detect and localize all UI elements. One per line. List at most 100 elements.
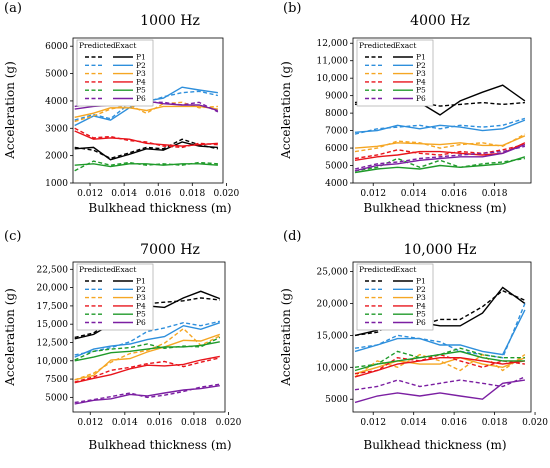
legend-label: P1 bbox=[416, 53, 426, 62]
series-line-p2-exact bbox=[74, 322, 221, 358]
legend-label: P3 bbox=[416, 69, 426, 78]
y-tick-label: 8000 bbox=[325, 109, 348, 119]
y-tick-label: 3000 bbox=[45, 124, 68, 134]
panel-label: (d) bbox=[283, 229, 301, 244]
chart-panel-3: (d) 10,000 Hz Bulkhead thickness (m) Accele… bbox=[279, 229, 548, 452]
y-tick-label: 5000 bbox=[45, 393, 68, 403]
legend-label: P6 bbox=[136, 94, 146, 103]
x-axis-label: Bulkhead thickness (m) bbox=[363, 438, 506, 452]
y-tick-label: 6000 bbox=[45, 42, 68, 52]
series-line-p6-predicted bbox=[74, 383, 220, 404]
series-line-p4-predicted bbox=[354, 143, 526, 160]
series-line-p4-exact bbox=[74, 130, 218, 147]
legend-label: P1 bbox=[136, 53, 146, 62]
x-tick-label: 0.020 bbox=[216, 418, 242, 428]
x-tick-label: 0.012 bbox=[360, 189, 386, 199]
chart-panels: (a) 1000 Hz Bulkhead thickness (m) Accelera… bbox=[3, 1, 548, 452]
chart-title: 1000 Hz bbox=[140, 13, 200, 29]
series-line-p5-exact bbox=[354, 156, 526, 174]
plot-frame bbox=[352, 261, 532, 413]
y-tick-label: 1000 bbox=[45, 179, 68, 189]
x-axis-label: Bulkhead thickness (m) bbox=[88, 201, 231, 215]
legend-box bbox=[356, 263, 434, 331]
legend-label: P3 bbox=[136, 69, 146, 78]
y-tick-label: 15,000 bbox=[317, 331, 349, 341]
y-axis-label: Acceleration (g) bbox=[3, 61, 17, 160]
x-tick-label: 0.016 bbox=[441, 189, 467, 199]
y-tick-label: 4000 bbox=[45, 97, 68, 107]
panel-label: (b) bbox=[283, 1, 301, 16]
y-axis-label: Acceleration (g) bbox=[279, 288, 293, 387]
legend-label: P5 bbox=[136, 86, 146, 95]
panel-label: (c) bbox=[4, 229, 21, 244]
series-line-p3-predicted bbox=[74, 101, 218, 123]
legend-box bbox=[76, 39, 154, 107]
y-tick-label: 2000 bbox=[45, 152, 68, 162]
y-tick-label: 9000 bbox=[325, 92, 348, 102]
legend-header-predicted: Predicted bbox=[359, 41, 396, 50]
series-line-p3-exact bbox=[354, 356, 526, 375]
y-tick-label: 5000 bbox=[325, 162, 348, 172]
series-line-p6-exact bbox=[354, 143, 526, 172]
legend-label: P2 bbox=[416, 285, 426, 294]
series-line-p5-predicted bbox=[74, 160, 218, 172]
y-tick-label: 12,500 bbox=[37, 338, 69, 348]
legend-label: P3 bbox=[416, 293, 426, 302]
legend-label: P4 bbox=[416, 301, 426, 310]
y-axis-label: Acceleration (g) bbox=[3, 288, 17, 387]
x-tick-label: 0.014 bbox=[401, 189, 427, 199]
x-tick-label: 0.018 bbox=[482, 189, 508, 199]
x-tick-label: 0.012 bbox=[77, 418, 103, 428]
legend-label: P6 bbox=[416, 318, 426, 327]
x-tick-label: 0.018 bbox=[179, 189, 205, 199]
y-tick-label: 12,000 bbox=[317, 39, 349, 49]
legend-header-exact: Exact bbox=[395, 265, 416, 274]
x-axis-label: Bulkhead thickness (m) bbox=[88, 438, 231, 452]
series-line-p5-exact bbox=[74, 341, 220, 362]
y-tick-label: 4000 bbox=[325, 179, 348, 189]
legend-label: P5 bbox=[416, 310, 426, 319]
legend-label: P2 bbox=[136, 285, 146, 294]
plot-frame bbox=[72, 261, 226, 413]
legend-label: P6 bbox=[416, 94, 426, 103]
legend-label: P2 bbox=[136, 61, 146, 70]
chart-title: 4000 Hz bbox=[410, 13, 470, 29]
series-line-p5-exact bbox=[74, 163, 218, 168]
plot-frame bbox=[352, 37, 532, 184]
x-tick-label: 0.016 bbox=[441, 418, 467, 428]
x-tick-label: 0.018 bbox=[181, 418, 207, 428]
y-tick-label: 10,000 bbox=[37, 357, 69, 367]
legend-header-exact: Exact bbox=[395, 41, 416, 50]
series-line-p1-predicted bbox=[74, 138, 219, 160]
x-axis-label: Bulkhead thickness (m) bbox=[363, 201, 506, 215]
y-tick-label: 7000 bbox=[325, 127, 348, 137]
y-axis-label: Acceleration (g) bbox=[279, 61, 293, 160]
legend-header-predicted: Predicted bbox=[79, 265, 116, 274]
series-line-p2-predicted bbox=[354, 117, 526, 135]
y-tick-label: 7500 bbox=[45, 375, 68, 385]
x-tick-label: 0.018 bbox=[482, 418, 508, 428]
legend-label: P1 bbox=[136, 277, 146, 286]
legend-label: P4 bbox=[416, 77, 426, 86]
series-line-p2-predicted bbox=[354, 303, 526, 359]
series-line-p6-exact bbox=[74, 385, 220, 405]
series-line-p4-exact bbox=[74, 355, 220, 384]
x-tick-label: 0.012 bbox=[360, 418, 386, 428]
legend-label: P5 bbox=[416, 86, 426, 95]
y-tick-label: 11,000 bbox=[317, 57, 349, 67]
series-line-p6-predicted bbox=[354, 145, 526, 170]
y-tick-label: 15,000 bbox=[37, 320, 69, 330]
legend-label: P5 bbox=[136, 310, 146, 319]
chart-panel-1: (b) 4000 Hz Bulkhead thickness (m) Accelera… bbox=[279, 1, 532, 215]
x-tick-label: 0.014 bbox=[112, 418, 138, 428]
chart-panel-2: (c) 7000 Hz Bulkhead thickness (m) Accelera… bbox=[3, 229, 242, 452]
chart-panel-0: (a) 1000 Hz Bulkhead thickness (m) Accelera… bbox=[3, 1, 240, 215]
chart-title: 7000 Hz bbox=[140, 242, 200, 258]
y-tick-label: 17,500 bbox=[37, 302, 69, 312]
x-tick-label: 0.014 bbox=[401, 418, 427, 428]
y-tick-label: 10,000 bbox=[317, 363, 349, 373]
y-tick-label: 22,500 bbox=[37, 265, 69, 275]
